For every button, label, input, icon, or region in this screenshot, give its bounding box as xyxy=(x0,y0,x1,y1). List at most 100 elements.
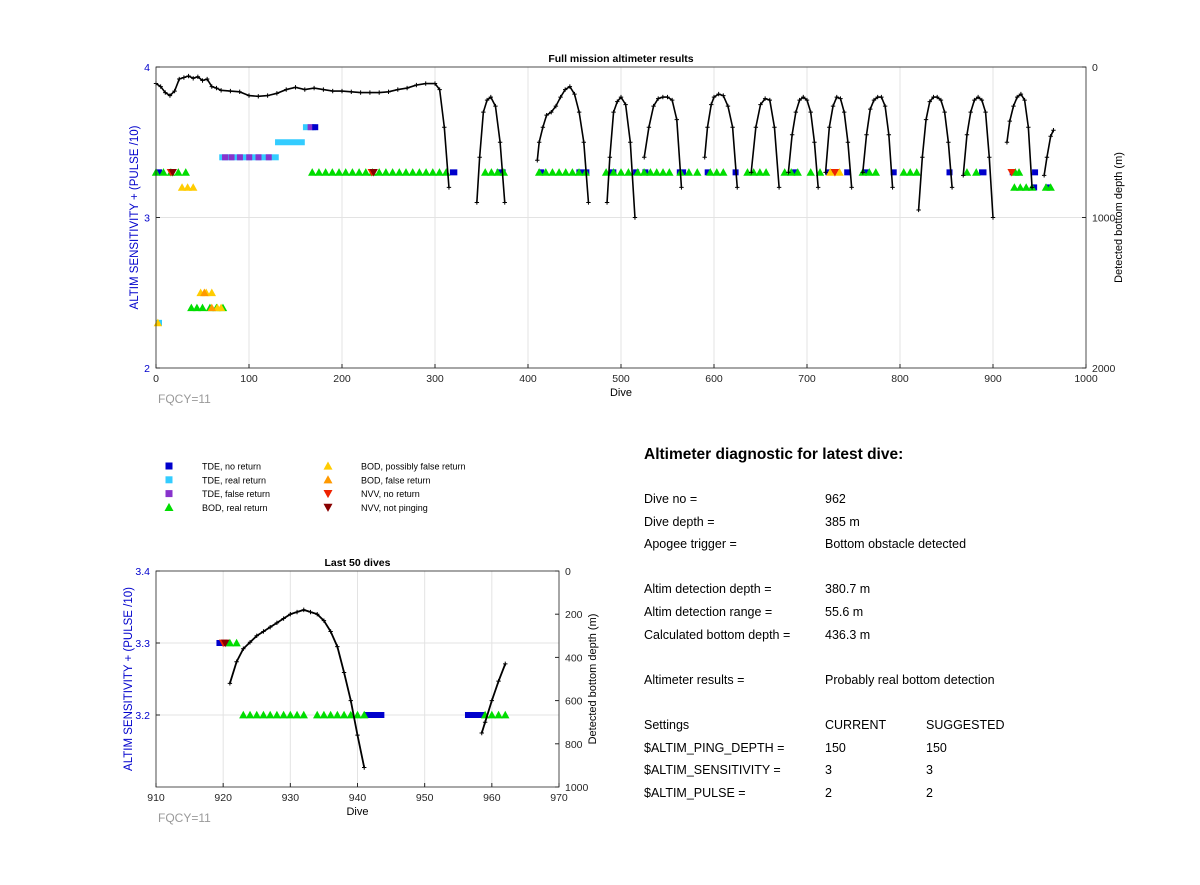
depth-point xyxy=(321,87,326,92)
tde-marker xyxy=(1032,169,1039,176)
y2-axis-label: Detected bottom depth (m) xyxy=(587,614,599,745)
depth-point xyxy=(949,185,955,190)
depth-point xyxy=(931,94,936,100)
depth-point xyxy=(558,94,563,100)
bod-marker xyxy=(761,168,771,176)
nvv-marker xyxy=(168,168,177,177)
depth-point xyxy=(812,140,817,145)
depth-point xyxy=(335,644,340,649)
settings-suggested: 2 xyxy=(926,785,933,800)
depth-point xyxy=(553,103,559,109)
y2-tick-label: 1000 xyxy=(1092,213,1116,225)
depth-point xyxy=(864,132,869,137)
y-tick-label: 3 xyxy=(144,213,150,225)
diagnostic-value: 962 xyxy=(825,492,846,506)
bod-marker xyxy=(361,168,371,176)
bod-marker xyxy=(207,303,216,312)
legend-label: BOD, false return xyxy=(361,475,431,485)
tde-marker xyxy=(496,169,506,176)
diagnostic-value: Probably real bottom detection xyxy=(825,672,995,687)
bod-marker xyxy=(548,168,557,176)
bod-marker xyxy=(1021,183,1031,191)
chart-title: Full mission altimeter results xyxy=(548,53,693,65)
y2-tick-label: 2000 xyxy=(1092,363,1116,375)
x-tick-label: 300 xyxy=(426,373,444,385)
depth-point xyxy=(330,88,335,94)
depth-point xyxy=(261,629,266,634)
depth-line xyxy=(476,95,506,203)
tde-marker xyxy=(312,124,319,131)
depth-point xyxy=(288,612,293,617)
depth-point xyxy=(762,96,768,101)
bod-marker xyxy=(259,710,268,719)
tde-marker xyxy=(236,154,243,161)
diagnostic-rows: Dive no = 962 Dive depth = 385 m Apogee trig… xyxy=(644,488,1164,714)
depth-point xyxy=(181,75,187,80)
diagnostic-row: Apogee trigger = Bottom obstacle detected xyxy=(644,533,1164,556)
depth-point xyxy=(711,94,717,100)
depth-point xyxy=(842,109,847,115)
settings-header-current: CURRENT xyxy=(825,717,887,732)
diagnostic-label: Altim detection depth = xyxy=(644,582,772,597)
bod-marker xyxy=(835,168,844,176)
depth-point xyxy=(177,76,182,82)
depth-point xyxy=(549,109,554,115)
bod-marker xyxy=(319,710,329,719)
depth-point xyxy=(628,140,633,145)
bod-marker xyxy=(786,168,796,176)
bod-marker xyxy=(252,710,261,719)
depth-point xyxy=(979,97,985,103)
depth-point xyxy=(502,200,507,205)
bod-marker xyxy=(501,710,510,719)
bod-marker xyxy=(639,168,649,176)
bod-marker xyxy=(962,168,972,176)
diagnostic-row: Dive depth = 385 m xyxy=(644,511,1164,534)
depth-point xyxy=(302,87,307,92)
bod-marker xyxy=(321,168,330,176)
depth-point xyxy=(1014,94,1020,100)
bod-marker xyxy=(339,710,349,719)
settings-row: $ALTIM_PULSE = 2 2 xyxy=(644,782,1164,805)
diagnostic-label: Apogee trigger = xyxy=(644,537,737,552)
depth-point xyxy=(386,89,391,95)
bod-marker xyxy=(388,168,397,176)
x-tick-label: 500 xyxy=(612,373,630,385)
depth-point xyxy=(623,102,628,107)
depth-point xyxy=(311,85,317,91)
depth-point xyxy=(195,74,201,79)
diagnostic-row: Dive no = 962 xyxy=(644,488,1164,511)
bod-marker xyxy=(609,168,618,176)
depth-point xyxy=(163,90,168,95)
diagnostic-row: Altim detection depth = 380.7 m xyxy=(644,578,1164,601)
bod-marker xyxy=(1014,168,1024,176)
bod-marker xyxy=(534,168,544,176)
diagnostic-row xyxy=(644,646,1164,669)
depth-point xyxy=(968,109,973,115)
depth-point xyxy=(477,155,482,160)
diagnostic-label: Altimeter results = xyxy=(644,672,745,687)
depth-point xyxy=(228,88,233,94)
x-axis-label: Dive xyxy=(346,806,368,818)
bod-marker xyxy=(1046,183,1055,191)
depth-point xyxy=(284,87,289,92)
bod-marker xyxy=(899,168,908,176)
legend: TDE, no return TDE, real return TDE, false… xyxy=(164,461,466,513)
depth-point xyxy=(615,99,620,104)
bod-marker xyxy=(341,168,350,176)
bod-marker xyxy=(159,168,168,176)
tde-marker xyxy=(449,169,458,176)
depth-point xyxy=(191,76,196,81)
depth-point xyxy=(793,109,799,115)
depth-point xyxy=(348,698,353,703)
depth-point xyxy=(938,97,944,103)
bod-marker xyxy=(408,168,417,176)
legend-square-icon xyxy=(165,476,173,484)
depth-point xyxy=(646,125,652,130)
depth-line xyxy=(229,608,366,768)
depth-point xyxy=(875,94,880,100)
legend-square-icon xyxy=(165,490,173,498)
settings-label: $ALTIM_PULSE = xyxy=(644,785,746,800)
y-tick-label: 4 xyxy=(144,62,150,74)
depth-line xyxy=(824,96,853,188)
